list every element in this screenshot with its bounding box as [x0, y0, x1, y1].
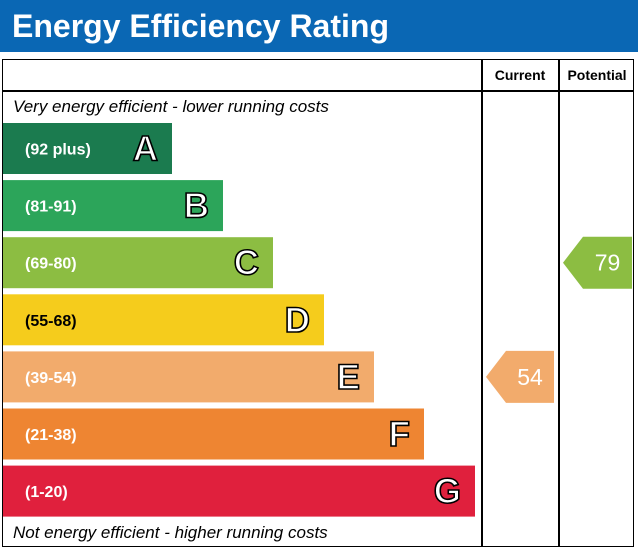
not-efficient-note: Not energy efficient - higher running co…: [13, 523, 328, 542]
band-range-b: (81-91): [25, 199, 77, 216]
very-efficient-note: Very energy efficient - lower running co…: [13, 97, 329, 116]
band-letter-b: B: [184, 187, 209, 226]
band-letter-d: D: [285, 301, 310, 340]
band-range-a: (92 plus): [25, 142, 91, 159]
rating-table-frame: [2, 59, 634, 547]
potential-rating-arrow: [563, 236, 632, 289]
page-title: Energy Efficiency Rating: [12, 8, 389, 44]
band-bar-g: [3, 465, 475, 517]
band-range-f: (21-38): [25, 427, 77, 444]
potential-column-divider: [558, 59, 560, 547]
band-letter-f: F: [389, 415, 410, 454]
current-column-header: Current: [494, 67, 546, 83]
band-bar-a: [3, 123, 172, 174]
band-letter-c: C: [234, 244, 259, 283]
band-bar-e: [3, 351, 374, 403]
current-rating-arrow: [486, 350, 554, 403]
band-range-d: (55-68): [25, 313, 77, 330]
header-row-divider: [2, 90, 634, 92]
potential-column-header: Potential: [567, 67, 627, 83]
potential-rating-value: 79: [595, 250, 621, 276]
current-column-divider: [481, 59, 483, 547]
band-bar-b: [3, 180, 223, 232]
band-bar-f: [3, 408, 424, 460]
band-letter-g: G: [434, 472, 461, 511]
current-rating-value: 54: [517, 364, 543, 390]
title-bar: Energy Efficiency Rating: [0, 0, 638, 52]
band-range-c: (69-80): [25, 256, 77, 273]
band-bar-d: [3, 294, 324, 346]
band-range-g: (1-20): [25, 484, 68, 501]
band-range-e: (39-54): [25, 370, 77, 387]
band-letter-e: E: [337, 358, 360, 397]
band-bar-c: [3, 237, 273, 289]
band-letter-a: A: [133, 130, 158, 169]
